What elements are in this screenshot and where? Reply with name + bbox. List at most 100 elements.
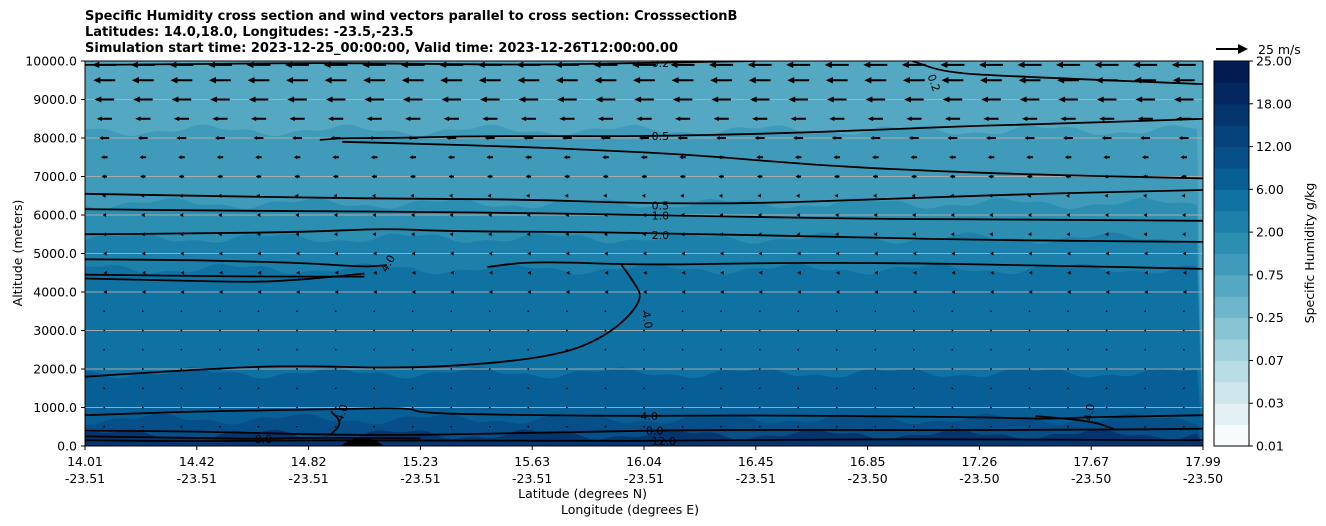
wind-vector-head <box>913 270 917 275</box>
colorbar: 0.01 0.03 0.07 0.25 0.75 2.00 6.00 12.00 18.00 25… <box>1213 54 1292 454</box>
wind-vector <box>1017 61 1042 69</box>
wind-vector-head <box>604 290 609 294</box>
wind-vector <box>411 251 416 256</box>
contour-label: 4.0 <box>640 410 658 423</box>
wind-vector-head <box>256 213 261 217</box>
wind-vector <box>912 368 915 370</box>
wind-vector <box>1144 290 1148 294</box>
wind-vector <box>1105 348 1108 351</box>
wind-vector <box>526 213 531 217</box>
wind-vector-head <box>901 61 909 69</box>
wind-vector-head <box>595 96 603 103</box>
wind-vector <box>527 368 530 370</box>
wind-vector <box>373 251 377 256</box>
wind-vector <box>990 329 992 332</box>
wind-vector <box>488 232 492 237</box>
wind-vector <box>603 193 607 198</box>
wind-vector <box>1105 290 1110 294</box>
wind-vector-head <box>369 136 373 140</box>
wind-vector-head <box>257 251 261 256</box>
wind-vector <box>173 116 190 122</box>
wind-vector-head <box>680 232 685 237</box>
wind-vector <box>559 116 575 122</box>
y-tick-label: 0.0 <box>57 439 77 454</box>
wind-vector <box>527 310 530 313</box>
wind-vector-head <box>169 61 177 69</box>
wind-vector <box>334 368 337 370</box>
wind-vector-head <box>334 251 338 256</box>
wind-vector <box>681 348 684 351</box>
wind-vector <box>141 232 145 237</box>
wind-vector <box>951 368 954 370</box>
wind-vector <box>1065 193 1070 198</box>
wind-vector-head <box>1104 193 1108 198</box>
wind-vector <box>103 329 106 332</box>
wind-vector-head <box>642 213 646 217</box>
wind-vector-head <box>1019 96 1027 103</box>
wind-vector-head <box>643 270 647 275</box>
wind-vector <box>178 174 185 179</box>
wind-vector-head <box>324 77 332 84</box>
wind-vector-head <box>295 232 299 237</box>
wind-vector <box>565 310 568 313</box>
wind-vector-head <box>523 136 527 140</box>
wind-vector <box>411 329 414 332</box>
wind-vector <box>747 61 772 69</box>
wind-vector <box>1027 232 1032 237</box>
wind-vector <box>910 155 918 160</box>
wind-vector <box>257 290 262 294</box>
wind-vector <box>219 368 221 370</box>
wind-vector-head <box>681 270 686 275</box>
wind-vector-head <box>100 155 105 160</box>
wind-vector <box>758 290 763 294</box>
wind-vector <box>951 270 956 275</box>
wind-vector <box>709 61 734 69</box>
wind-vector <box>757 193 761 198</box>
wind-vector-head <box>680 213 685 217</box>
wind-vector <box>720 251 724 256</box>
colorbar-tick-label: 0.01 <box>1256 439 1284 454</box>
wind-vector <box>520 116 536 122</box>
wind-vector <box>1181 193 1186 198</box>
wind-vector-head <box>980 77 988 84</box>
wind-vector-head <box>593 61 601 69</box>
wind-vector-head <box>1142 174 1146 179</box>
wind-vector-head <box>334 270 339 275</box>
wind-vector-head <box>173 116 180 122</box>
wind-vector <box>1144 406 1147 409</box>
wind-vector <box>758 329 761 332</box>
wind-vector <box>911 174 917 179</box>
wind-vector <box>103 290 107 294</box>
wind-vector <box>835 425 838 428</box>
wind-vector <box>636 116 652 122</box>
wind-vector-head <box>1105 270 1110 275</box>
wind-vector <box>246 61 271 69</box>
wind-vector <box>990 290 994 294</box>
wind-vector <box>286 77 308 84</box>
wind-vector <box>405 116 421 122</box>
colorbar-tick-label: 6.00 <box>1256 182 1284 197</box>
wind-vector <box>334 251 338 256</box>
wind-vector <box>912 329 915 332</box>
wind-vector <box>1067 387 1069 390</box>
wind-vector <box>565 425 568 428</box>
wind-vector <box>873 213 878 217</box>
wind-vector <box>604 406 607 409</box>
wind-vector <box>873 232 878 237</box>
wind-vector <box>713 116 729 122</box>
contour-line <box>85 264 641 378</box>
wind-vector <box>912 406 915 409</box>
wind-vector <box>719 232 723 237</box>
wind-vector <box>565 232 569 237</box>
x-tick-label-lon: -23.51 <box>177 471 217 486</box>
wind-vector <box>487 193 492 198</box>
wind-vector <box>218 213 222 217</box>
wind-vector <box>1067 310 1069 313</box>
y-tick-label: 4000.0 <box>33 285 77 300</box>
wind-vector <box>720 406 723 409</box>
wind-vector-head <box>330 136 335 140</box>
wind-vector <box>720 387 723 390</box>
wind-vector-head <box>102 193 106 198</box>
wind-vector <box>130 61 155 69</box>
wind-vector-head <box>633 77 641 84</box>
